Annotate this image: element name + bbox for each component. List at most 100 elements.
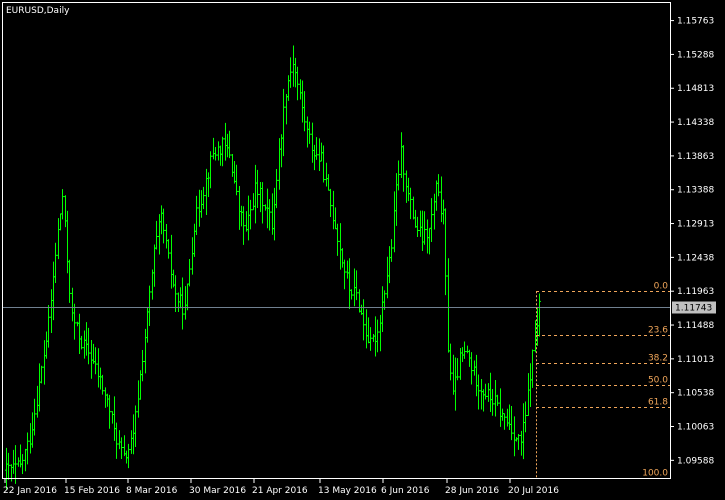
x-tick-label: 20 Jul 2016 <box>508 486 559 496</box>
price-bar <box>181 277 184 330</box>
y-tick-label: 1.12913 <box>677 220 714 230</box>
price-bar <box>228 130 231 159</box>
price-bar <box>343 259 346 290</box>
price-bar <box>108 394 111 429</box>
price-bar <box>524 401 527 433</box>
price-bar <box>308 121 311 144</box>
price-bar <box>54 242 57 283</box>
chart-title: EURUSD,Daily <box>6 6 70 16</box>
y-tick-label: 1.12438 <box>677 253 714 263</box>
price-bar <box>127 443 130 469</box>
price-bar <box>336 223 339 256</box>
price-bar <box>355 270 358 301</box>
x-tick-label: 8 Mar 2016 <box>126 486 178 496</box>
price-bar <box>134 405 137 447</box>
x-tick-label: 30 Mar 2016 <box>189 486 246 496</box>
y-tick-label: 1.11013 <box>677 355 714 365</box>
y-tick-label: 1.15763 <box>677 17 714 27</box>
fib-level-label: 23.6 <box>648 326 668 336</box>
price-bar <box>416 216 419 237</box>
price-bar <box>397 160 400 191</box>
y-tick-label: 1.10063 <box>677 423 714 433</box>
y-tick-label: 1.15288 <box>677 50 714 60</box>
price-bar <box>491 388 494 416</box>
current-price-box: 1.11743 <box>672 301 716 314</box>
price-bar <box>80 335 83 350</box>
price-bar <box>61 189 64 220</box>
current-price-label: 1.11743 <box>675 304 712 314</box>
price-bar <box>289 57 292 88</box>
price-bar <box>33 398 36 436</box>
price-bar <box>120 437 123 459</box>
price-bar <box>350 289 353 300</box>
price-bar <box>362 299 365 341</box>
price-bar <box>503 413 506 430</box>
fib-level-label: 0.0 <box>654 282 669 292</box>
y-tick-label: 1.11488 <box>677 321 714 331</box>
price-bar <box>94 347 97 375</box>
x-axis: 22 Jan 2016 15 Feb 2016 8 Mar 2016 30 Mar 2… <box>3 478 559 496</box>
price-bar <box>484 383 487 400</box>
price-bar <box>155 220 158 250</box>
price-bar <box>87 327 90 365</box>
price-bar <box>423 211 426 245</box>
y-tick-label: 1.09588 <box>677 456 714 466</box>
x-tick-label: 21 Apr 2016 <box>252 486 308 496</box>
price-bar <box>296 66 299 101</box>
price-bar <box>383 290 386 310</box>
price-bar <box>195 195 198 235</box>
price-bar <box>167 239 170 259</box>
price-bar <box>369 327 372 351</box>
price-bar <box>101 374 104 395</box>
price-bar <box>402 145 405 192</box>
y-tick-label: 1.14813 <box>677 84 714 94</box>
y-tick-label: 1.13388 <box>677 186 714 196</box>
price-bar <box>242 206 245 245</box>
price-bar <box>148 285 151 327</box>
price-bar <box>202 186 205 210</box>
x-tick-label: 13 May 2016 <box>318 486 377 496</box>
price-bar <box>214 147 217 161</box>
price-bar <box>376 319 379 353</box>
y-tick-label: 1.10538 <box>677 389 714 399</box>
price-bar <box>315 137 318 160</box>
price-bar <box>390 239 393 262</box>
x-tick-label: 28 Jun 2016 <box>445 486 499 496</box>
price-bar <box>21 454 24 475</box>
price-bar <box>249 199 252 230</box>
price-bar <box>73 303 76 340</box>
y-tick-label: 1.11963 <box>677 287 714 297</box>
fib-level-label: 100.0 <box>642 469 668 479</box>
y-tick-label: 1.13863 <box>677 152 714 162</box>
price-bar <box>463 341 466 359</box>
price-bar <box>430 198 433 242</box>
price-bar <box>141 349 144 382</box>
price-bar <box>456 358 459 381</box>
price-bar <box>409 187 412 220</box>
price-bar <box>26 432 29 465</box>
price-bar <box>162 208 165 244</box>
y-tick-label: 1.14338 <box>677 118 714 128</box>
price-bar <box>437 174 440 197</box>
price-bar <box>68 259 71 303</box>
price-bar <box>496 394 499 406</box>
price-bar <box>322 145 325 183</box>
price-bar <box>477 374 480 410</box>
price-bar <box>40 365 43 384</box>
price-bar <box>256 169 259 208</box>
price-bar <box>329 188 332 218</box>
price-bar <box>444 208 447 296</box>
fibonacci-layer: 0.0 23.6 38.2 50.0 61.8 100.0 <box>536 282 670 479</box>
price-bar <box>538 293 541 337</box>
price-bar <box>268 199 271 231</box>
current-price-box-bg <box>672 301 716 314</box>
price-bar <box>47 305 50 348</box>
x-tick-label: 15 Feb 2016 <box>64 486 120 496</box>
price-bar <box>7 452 10 480</box>
price-bar <box>282 88 285 157</box>
fib-level-label: 50.0 <box>648 376 668 386</box>
x-tick-label: 22 Jan 2016 <box>3 486 57 496</box>
x-tick-label: 6 Jun 2016 <box>381 486 430 496</box>
